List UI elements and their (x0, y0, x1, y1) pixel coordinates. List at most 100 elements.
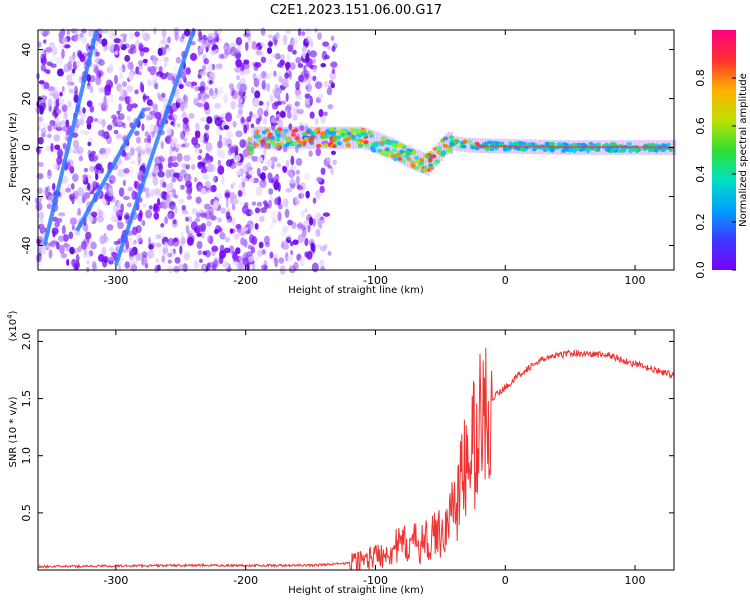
spectrogram-noise-cell (193, 177, 198, 183)
spectrogram-noise-cell (203, 41, 209, 49)
spectrogram-noise-cell (242, 264, 246, 270)
spectrogram-ridge-cell (417, 164, 423, 169)
spectrogram-ridge-cell (363, 140, 369, 145)
spectrogram-noise-cell (50, 142, 54, 152)
spectrogram-ridge-cell (364, 143, 370, 148)
spectrogram-noise-cell (68, 88, 74, 94)
spectrogram-noise-cell (264, 203, 270, 209)
spectrogram-ridge-cell (585, 148, 591, 153)
spectrogram-ridge-cell (379, 140, 385, 145)
spectrogram-noise-cell (80, 240, 87, 250)
spectrogram-noise-cell (255, 42, 263, 51)
spectrogram-noise-cell (266, 101, 270, 107)
spectrogram-noise-cell (176, 97, 183, 104)
spectrogram-noise-cell (124, 54, 131, 62)
spectrogram-noise-cell (267, 172, 273, 181)
spectrogram-noise-cell (294, 87, 301, 97)
spectrogram-noise-cell (154, 82, 159, 90)
snr-xtick-label: -100 (363, 574, 388, 587)
spectrogram-noise-cell (174, 205, 178, 215)
spectrogram-noise-cell (197, 29, 202, 38)
spectrogram-noise-cell (180, 104, 185, 112)
spectrogram-noise-cell (210, 215, 217, 221)
spectrogram-ridge-cell (414, 155, 420, 160)
spectrogram-ridge-cell (284, 142, 290, 147)
spectrogram-noise-cell (46, 133, 52, 139)
spectrogram-noise-cell (222, 45, 229, 50)
spectrogram-noise-cell (76, 60, 81, 67)
spectrogram-noise-cell (203, 58, 209, 65)
spectrogram-noise-cell (330, 61, 338, 68)
spectrogram-ridge-cell (292, 141, 298, 146)
spectrogram-noise-cell (234, 48, 239, 54)
spectrogram-noise-cell (56, 156, 63, 165)
spectrogram-noise-cell (74, 34, 79, 43)
spectrogram-ridge-cell (502, 147, 508, 152)
spectrogram-noise-cell (117, 67, 124, 72)
spectrogram-noise-cell (124, 261, 131, 269)
spectrogram-noise-cell (295, 57, 302, 64)
spectrogram-noise-cell (280, 54, 285, 61)
spectrogram-noise-cell (201, 187, 207, 195)
spectrogram-ridge-cell (283, 128, 289, 133)
spectrogram-ridge-cell (439, 152, 445, 157)
spectrogram-noise-cell (217, 86, 224, 96)
spectrogram-noise-cell (85, 119, 92, 125)
spectrogram-noise-cell (296, 183, 301, 190)
spectrogram-noise-cell (199, 258, 203, 263)
spectrogram-noise-cell (250, 177, 255, 183)
spectrogram-noise-cell (153, 203, 159, 212)
spectrogram-noise-cell (40, 132, 46, 138)
spectrogram-noise-cell (188, 113, 195, 120)
spectrogram-noise-cell (118, 103, 123, 113)
spectrogram-noise-cell (115, 133, 123, 140)
spectrogram-noise-cell (180, 231, 184, 237)
spectrogram-noise-cell (267, 199, 273, 209)
spectrogram-noise-cell (171, 141, 175, 148)
spectrogram-noise-cell (102, 119, 107, 126)
spectrogram-noise-cell (62, 141, 68, 151)
spectrogram-noise-cell (206, 262, 211, 271)
spectrogram-noise-cell (79, 54, 86, 63)
spectrogram-noise-cell (191, 136, 199, 146)
spectrogram-noise-cell (60, 188, 67, 197)
spectrogram-noise-cell (126, 202, 132, 208)
colorbar-tick-label: 0.6 (694, 117, 707, 135)
spectrogram-noise-cell (144, 142, 152, 153)
spectrogram-noise-cell (304, 208, 308, 213)
spectrogram-noise-cell (137, 153, 142, 163)
spectrogram-noise-cell (216, 116, 224, 122)
spectrogram-noise-cell (92, 63, 99, 69)
spectrogram-noise-cell (268, 58, 273, 65)
spectrogram-noise-cell (124, 152, 131, 161)
spectrogram-noise-cell (197, 164, 205, 169)
spectrogram-ridge-cell (398, 143, 404, 148)
spectrogram-noise-cell (72, 139, 80, 150)
spectrogram-noise-cell (43, 39, 47, 44)
spectrogram-noise-cell (84, 191, 90, 200)
spectrogram-noise-cell (104, 91, 111, 96)
spectrogram-noise-cell (158, 162, 163, 172)
spectrogram-noise-cell (270, 116, 277, 124)
spectrogram-noise-cell (316, 191, 321, 201)
spectrogram-noise-cell (332, 159, 337, 165)
spectrogram-noise-cell (317, 32, 322, 40)
spectrogram-ridge-cell (399, 149, 405, 154)
spectrogram-noise-cell (245, 162, 252, 172)
spectrogram-noise-cell (243, 59, 250, 65)
spectrogram-ridge-cell (247, 137, 253, 142)
spectrogram-noise-cell (116, 110, 120, 115)
spectrogram-noise-cell (298, 192, 305, 200)
spectrogram-ridge-halo (448, 131, 451, 154)
spectrogram-noise-cell (52, 46, 58, 56)
spectrogram-noise-cell (167, 252, 172, 258)
spectrogram-ridge-halo (300, 126, 303, 149)
spectrogram-noise-cell (184, 28, 191, 37)
spectrogram-noise-cell (111, 251, 118, 257)
spectrogram-noise-cell (253, 77, 260, 88)
spectrogram-noise-cell (141, 149, 146, 155)
spectrogram-noise-cell (273, 180, 280, 191)
spectrogram-noise-cell (237, 189, 243, 197)
spectrogram-ridge-halo (359, 126, 363, 149)
